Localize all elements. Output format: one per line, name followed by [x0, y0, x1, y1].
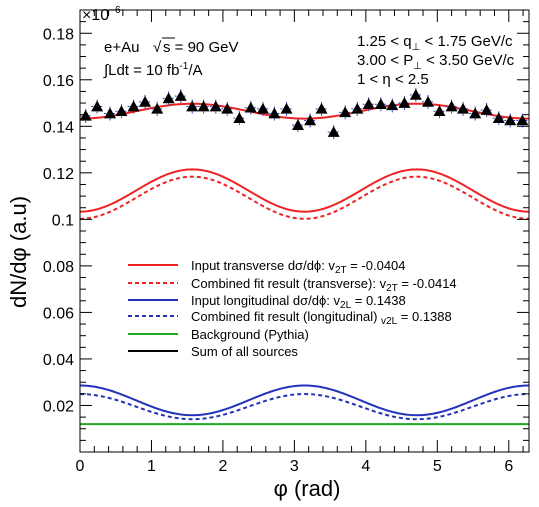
data-point: [433, 105, 446, 116]
sqrt-symbol: √: [153, 39, 162, 56]
x-tick-label: 2: [218, 458, 227, 475]
annotation-collision: e+Au √ s = 90 GeV: [104, 37, 238, 56]
y-tick-label: 0.1: [52, 212, 74, 229]
data-point: [115, 105, 128, 116]
x-tick-label: 3: [290, 458, 299, 475]
data-point: [504, 114, 517, 126]
annotation-luminosity: ∫Ldt = 10 fb-1/A: [103, 61, 203, 79]
data-point: [221, 102, 234, 114]
data-point: [139, 95, 152, 107]
data-point: [480, 104, 493, 115]
data-point: [174, 90, 187, 101]
y-tick-label: 0.12: [43, 166, 74, 183]
data-point: [291, 119, 304, 130]
x-tick-label: 5: [433, 458, 442, 475]
data-point: [268, 107, 281, 119]
curve-input-longitudinal: [79, 384, 530, 417]
data-point: [79, 109, 92, 121]
y-tick-label: 0.04: [43, 352, 74, 369]
legend-entry-background: Background (Pythia): [128, 327, 309, 342]
legend-entry-fit-longitudinal: Combined fit result (longitudinal) v2L =…: [128, 309, 452, 327]
x-tick-label: 1: [147, 458, 156, 475]
y-tick-label: 0.08: [43, 259, 74, 276]
y-axis-title: dN/dφ (a.u): [6, 196, 31, 308]
data-point: [398, 97, 411, 108]
data-point: [127, 100, 140, 112]
data-point: [422, 95, 435, 107]
data-point: [186, 100, 199, 112]
svg-text:s = 90 GeV: s = 90 GeV: [163, 39, 238, 56]
data-point: [374, 98, 387, 110]
data-point: [386, 99, 399, 111]
x-tick-label: 4: [361, 458, 370, 475]
data-point: [91, 100, 104, 112]
data-point: [339, 106, 352, 118]
data-point: [492, 112, 505, 123]
data-point: [445, 100, 458, 112]
data-point: [162, 92, 175, 104]
annotation-eta: 1 < η < 2.5: [357, 71, 429, 88]
svg-text:Combined fit result (longitudi: Combined fit result (longitudinal) v2L =…: [191, 309, 452, 327]
svg-text:Input longitudinal dσ/dϕ: v2L: Input longitudinal dσ/dϕ: v2L = 0.1438: [191, 293, 406, 311]
data-point: [315, 102, 328, 114]
data-point: [244, 101, 257, 113]
data-point: [362, 98, 375, 110]
x-axis-title: φ (rad): [274, 476, 341, 501]
axis-layer: 0 1 2 3 4 5 6 0.02 0.04 0.06 0.08 0.1 0.12 0.14 0.16 0.…: [43, 9, 530, 475]
svg-text:Background (Pythia): Background (Pythia): [191, 327, 309, 342]
annotation-qperp: 1.25 < q⊥ < 1.75 GeV/c: [357, 33, 513, 53]
data-point: [457, 102, 470, 114]
data-point: [351, 102, 364, 114]
legend-entry-sum: Sum of all sources: [128, 344, 298, 359]
data-point: [469, 107, 482, 119]
data-point: [209, 100, 222, 112]
data-point: [327, 126, 340, 137]
x-tick-label: 0: [76, 458, 85, 475]
annotation-pperp: 3.00 < P⊥ < 3.50 GeV/c: [357, 52, 515, 72]
svg-text:Sum of all sources: Sum of all sources: [191, 344, 298, 359]
data-point: [197, 100, 210, 112]
y-tick-label: 0.18: [43, 26, 74, 43]
y-tick-label: 0.16: [43, 73, 74, 90]
legend-entry-input-longitudinal: Input longitudinal dσ/dϕ: v2L = 0.1438: [128, 293, 406, 311]
svg-text:Combined fit result (transvers: Combined fit result (transverse): v2T = …: [191, 276, 457, 294]
legend: Input transverse dσ/dϕ: v2T = -0.0404 Co…: [128, 258, 457, 359]
y-tick-label: 0.02: [43, 398, 74, 415]
svg-text:Input transverse dσ/dϕ: v2T =: Input transverse dσ/dϕ: v2T = -0.0404: [191, 258, 406, 276]
data-point: [151, 102, 164, 114]
y-tick-label: 0.06: [43, 305, 74, 322]
x-tick-label: 6: [504, 458, 513, 475]
curve-input-transverse: [79, 168, 530, 213]
y-exponent-label: ×10−6: [82, 5, 121, 24]
legend-entry-fit-transverse: Combined fit result (transverse): v2T = …: [128, 276, 457, 294]
data-point: [304, 114, 317, 126]
data-point: [516, 114, 529, 126]
data-point: [256, 102, 269, 114]
data-point: [233, 112, 246, 123]
data-point: [409, 88, 422, 100]
point-layer: [79, 87, 529, 140]
svg-text:e+Au: e+Au: [104, 39, 139, 56]
curve-fit-longitudinal: [79, 393, 530, 421]
data-point: [104, 107, 117, 119]
legend-entry-input-transverse: Input transverse dσ/dϕ: v2T = -0.0404: [128, 258, 406, 276]
data-point: [280, 102, 293, 114]
y-tick-label: 0.14: [43, 119, 74, 136]
